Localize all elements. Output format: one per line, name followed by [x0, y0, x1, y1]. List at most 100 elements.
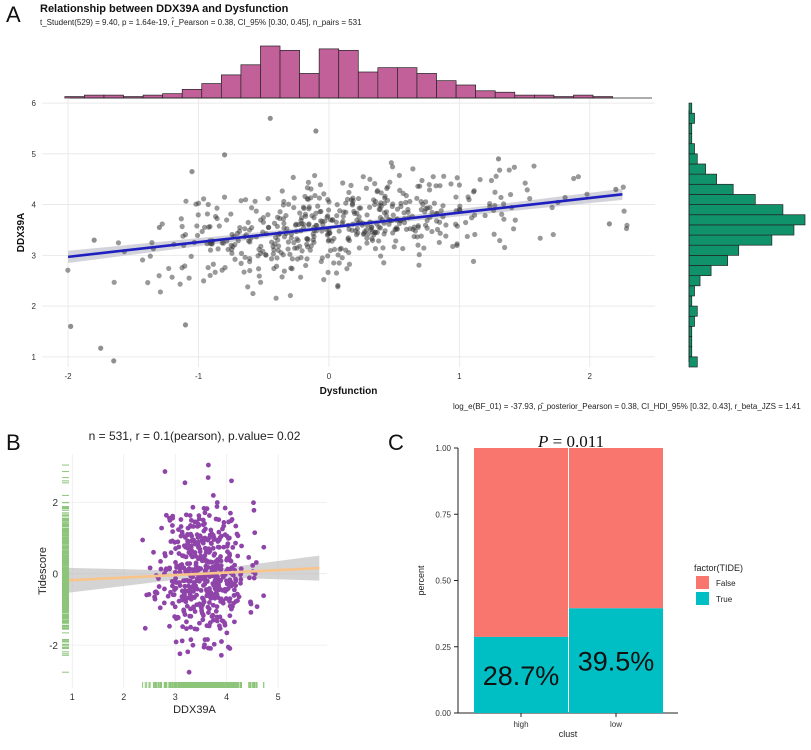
data-point — [230, 545, 236, 550]
data-point — [188, 637, 194, 643]
histogram-right-bar — [688, 112, 695, 124]
y-tick-label: 6 — [32, 99, 37, 108]
panel-label-a: A — [6, 2, 21, 27]
data-point — [182, 583, 188, 589]
data-point — [227, 613, 233, 619]
data-point — [233, 576, 238, 582]
data-point — [223, 596, 229, 601]
data-point — [251, 507, 257, 513]
histogram-top-bar — [514, 94, 535, 99]
data-point — [220, 618, 226, 624]
data-point — [189, 168, 195, 175]
histogram-top-bar — [201, 83, 222, 99]
data-point — [111, 358, 117, 364]
data-point — [194, 223, 200, 229]
data-point — [290, 174, 296, 181]
data-point — [182, 534, 188, 540]
data-point — [321, 191, 327, 197]
data-point — [472, 231, 478, 238]
data-point — [145, 280, 151, 286]
x-tick-label: 5 — [276, 692, 281, 702]
data-point — [292, 222, 299, 228]
data-point — [238, 260, 244, 266]
data-point — [152, 594, 157, 600]
data-point — [170, 583, 175, 589]
data-point — [159, 221, 165, 227]
data-point — [319, 255, 325, 261]
histogram-right-bar — [688, 254, 729, 266]
data-point — [253, 560, 259, 565]
data-point — [493, 173, 499, 179]
data-point — [482, 212, 488, 219]
data-point — [437, 183, 443, 189]
data-point — [208, 540, 214, 546]
data-point — [429, 228, 435, 235]
data-point — [396, 220, 403, 227]
data-point — [436, 239, 442, 246]
data-point — [186, 669, 192, 675]
data-point — [443, 233, 449, 239]
histogram-top-bar — [338, 49, 359, 99]
data-point — [241, 269, 247, 275]
data-point — [233, 540, 238, 546]
bar-false — [474, 448, 568, 637]
histogram-top-bar — [494, 91, 516, 99]
data-point — [492, 202, 498, 209]
data-point — [185, 525, 191, 531]
data-point — [205, 264, 211, 271]
data-point — [182, 322, 189, 328]
data-point — [225, 541, 231, 547]
data-point — [457, 203, 463, 209]
y-axis-label: Tidescore — [37, 547, 49, 595]
data-point — [415, 224, 421, 230]
data-point — [218, 567, 223, 573]
data-point — [179, 265, 185, 271]
data-point — [424, 225, 430, 231]
data-point — [372, 181, 378, 187]
data-point — [190, 504, 196, 510]
data-point — [248, 599, 253, 605]
y-tick-label: 1.00 — [435, 444, 451, 453]
data-point — [158, 559, 163, 564]
data-point — [620, 184, 626, 190]
data-point — [287, 292, 293, 299]
data-point — [463, 219, 469, 226]
data-point — [253, 208, 259, 214]
data-point — [498, 194, 504, 201]
data-point — [190, 642, 196, 648]
data-point — [394, 226, 401, 232]
data-point — [265, 195, 271, 202]
histogram-top-bar — [436, 80, 457, 99]
data-point — [196, 516, 202, 522]
data-point — [340, 180, 346, 186]
data-point — [450, 243, 456, 250]
data-point — [187, 591, 193, 597]
data-point — [367, 176, 373, 182]
data-point — [214, 215, 220, 222]
x-tick-label: 3 — [173, 692, 178, 702]
data-point — [173, 546, 178, 551]
data-point — [247, 255, 253, 262]
data-point — [169, 578, 175, 584]
data-point — [235, 238, 241, 244]
data-point — [194, 232, 201, 239]
data-point — [202, 526, 208, 532]
data-point — [416, 252, 422, 258]
data-point — [333, 270, 340, 276]
data-point — [246, 555, 252, 560]
data-point — [211, 537, 217, 542]
data-point — [255, 266, 262, 272]
data-point — [477, 176, 483, 183]
data-point — [198, 588, 204, 593]
data-point — [237, 224, 243, 231]
data-point — [346, 189, 352, 196]
pvalue-title-c: P = 0.011 — [538, 432, 604, 452]
data-point — [193, 560, 199, 566]
chart-title-b: n = 531, r = 0.1(pearson), p.value= 0.02 — [89, 429, 301, 443]
x-tick-label: 2 — [588, 372, 593, 381]
data-point — [181, 607, 187, 613]
data-point — [469, 215, 475, 221]
data-point — [186, 275, 192, 281]
data-point — [212, 269, 218, 275]
data-point — [281, 234, 288, 240]
